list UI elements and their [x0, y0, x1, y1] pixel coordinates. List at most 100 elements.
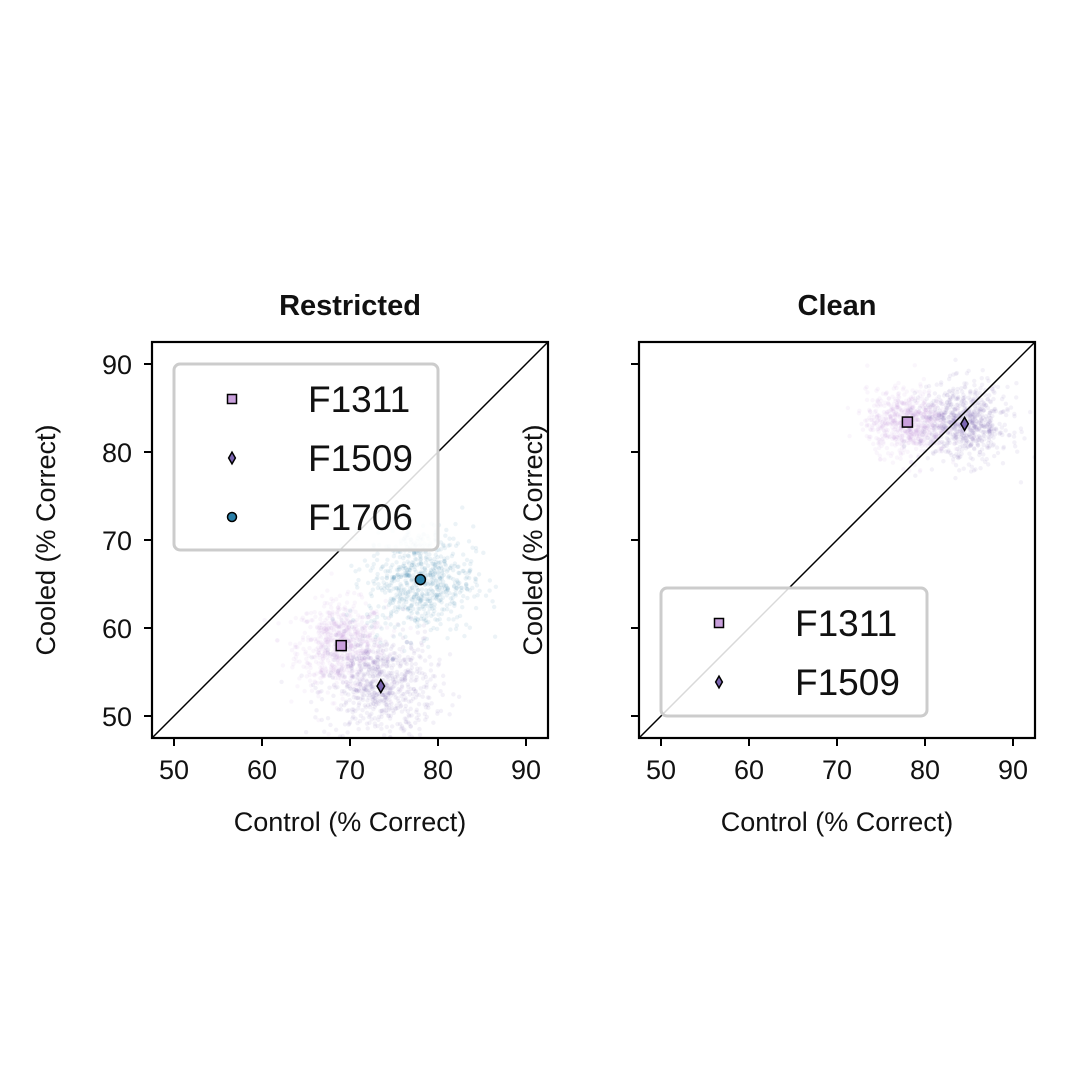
cloud-point — [375, 571, 380, 577]
cloud-point — [358, 648, 364, 653]
cloud-point — [414, 610, 420, 615]
cloud-point — [348, 633, 354, 638]
cloud-point — [901, 385, 906, 390]
cloud-point — [374, 693, 379, 698]
y-tick-label: 80 — [102, 438, 132, 468]
cloud-point — [941, 393, 947, 398]
cloud-point — [426, 572, 431, 578]
cloud-point — [407, 573, 413, 578]
cloud-point — [927, 405, 932, 411]
cloud-point — [919, 443, 924, 449]
cloud-point — [947, 402, 952, 407]
cloud-point — [897, 421, 903, 426]
cloud-point — [360, 651, 366, 656]
cloud-point — [361, 659, 366, 665]
cloud-point — [875, 398, 880, 403]
cloud-point — [880, 436, 886, 442]
cloud-point — [991, 389, 996, 394]
cloud-point — [945, 441, 950, 446]
cloud-point — [965, 444, 970, 449]
cloud-point — [384, 573, 390, 578]
cloud-point — [906, 435, 911, 441]
cloud-point — [375, 678, 380, 684]
cloud-point — [374, 643, 379, 648]
cloud-point — [885, 421, 891, 427]
cloud-point — [442, 558, 447, 564]
cloud-point — [427, 599, 433, 604]
cloud-point — [346, 722, 351, 727]
cloud-point — [952, 441, 957, 447]
cloud-point — [955, 429, 961, 434]
cloud-point — [432, 571, 437, 577]
cloud-point — [434, 596, 439, 601]
cloud-point — [345, 608, 350, 613]
cloud-point — [990, 422, 995, 428]
cloud-point — [423, 617, 428, 623]
cloud-point — [948, 419, 953, 425]
cloud-point — [890, 408, 895, 414]
cloud-point — [399, 671, 404, 677]
cloud-point — [437, 593, 442, 598]
cloud-point — [347, 720, 353, 725]
cloud-point — [929, 414, 935, 420]
cloud-point — [365, 580, 371, 586]
cloud-point — [360, 630, 366, 636]
cloud-point — [986, 393, 992, 398]
cloud-point — [919, 448, 924, 454]
cloud-point — [933, 409, 939, 415]
cloud-point — [348, 645, 353, 650]
cloud-point — [981, 400, 987, 406]
cloud-point — [332, 653, 337, 658]
cloud-point — [867, 415, 872, 421]
cloud-point — [334, 620, 339, 625]
cloud-point — [339, 629, 344, 634]
cloud-point — [953, 446, 959, 452]
cloud-point — [967, 389, 973, 395]
cloud-point — [354, 581, 359, 587]
cloud-point — [957, 455, 962, 460]
cloud-point — [331, 620, 336, 625]
cloud-point — [910, 396, 915, 402]
cloud-point — [319, 659, 324, 665]
cloud-point — [367, 690, 372, 696]
cloud-point — [428, 570, 433, 576]
cloud-point — [308, 637, 313, 643]
cloud-point — [371, 637, 376, 643]
cloud-point — [362, 686, 368, 691]
cloud-point — [355, 740, 359, 744]
cloud-point — [450, 595, 455, 601]
cloud-point — [894, 421, 900, 426]
cloud-point — [318, 639, 323, 645]
cloud-point — [917, 437, 922, 443]
cloud-point — [355, 689, 360, 694]
cloud-point — [361, 686, 367, 692]
cloud-point — [363, 630, 369, 635]
cloud-point — [363, 664, 369, 670]
cloud-point — [411, 594, 416, 600]
cloud-point — [345, 665, 351, 670]
cloud-point — [351, 618, 357, 624]
cloud-point — [397, 664, 403, 669]
cloud-point — [908, 399, 913, 405]
cloud-point — [889, 407, 894, 412]
cloud-point — [327, 653, 333, 659]
cloud-point — [400, 649, 405, 654]
cloud-point — [938, 400, 943, 406]
cloud-point — [363, 648, 368, 654]
cloud-point — [383, 680, 388, 686]
cloud-point — [432, 556, 437, 562]
cloud-point — [897, 429, 903, 434]
cloud-point — [404, 716, 409, 721]
cloud-point — [951, 388, 956, 393]
cloud-point — [956, 455, 961, 461]
cloud-point — [971, 410, 977, 415]
cloud-point — [361, 652, 367, 657]
cloud-point — [389, 690, 395, 696]
cloud-point — [418, 686, 423, 691]
cloud-point — [400, 566, 406, 571]
cloud-point — [390, 677, 396, 683]
cloud-point — [889, 421, 895, 426]
cloud-point — [915, 420, 921, 425]
cloud-point — [370, 666, 375, 671]
cloud-point — [371, 674, 376, 679]
